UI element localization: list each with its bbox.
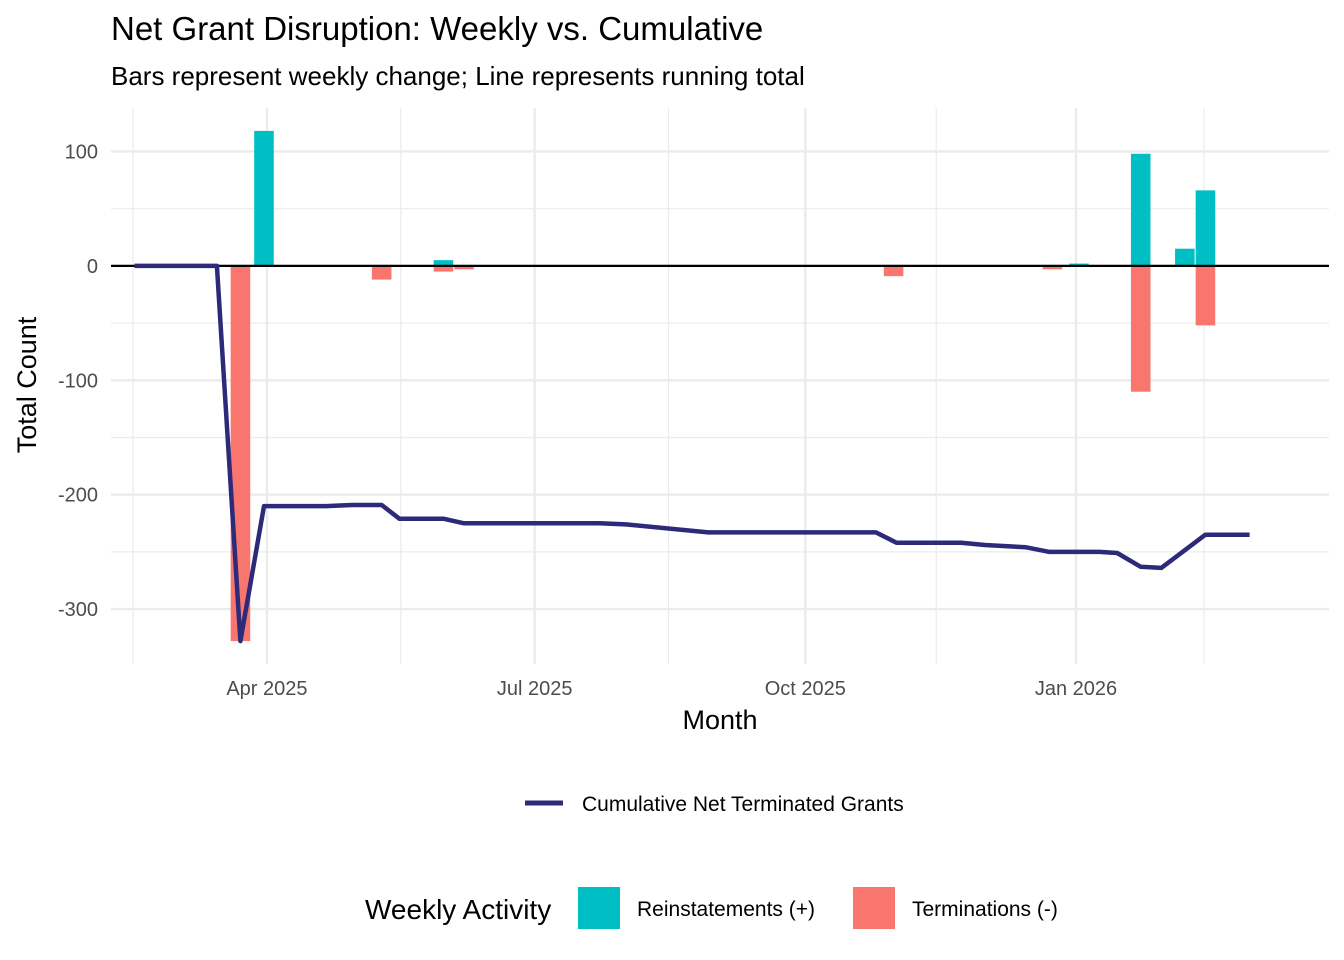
- x-tick-label: Oct 2025: [765, 678, 846, 700]
- legend-bars: Weekly Activity Reinstatements (+) Termi…: [365, 887, 1058, 929]
- bar-terminations: [1042, 265, 1063, 270]
- bar-reinstatements: [433, 260, 454, 266]
- chart-subtitle: Bars represent weekly change; Line repre…: [111, 61, 805, 91]
- y-axis-label: Total Count: [12, 316, 42, 453]
- cumulative-line: [134, 263, 1250, 644]
- bar-reinstatements: [1195, 190, 1216, 266]
- bar-reinstatements: [1130, 153, 1151, 266]
- legend-bars-title: Weekly Activity: [365, 894, 551, 925]
- legend-key-reinstatements: [578, 887, 620, 929]
- bar-reinstatements: [1175, 248, 1195, 266]
- x-tick-label: Apr 2025: [226, 678, 307, 700]
- y-tick-label: 100: [65, 141, 98, 163]
- y-tick-label: -100: [58, 370, 98, 392]
- bar-terminations: [1195, 265, 1216, 326]
- bar-terminations: [230, 265, 251, 642]
- chart-title: Net Grant Disruption: Weekly vs. Cumulat…: [111, 10, 763, 47]
- legend-label-terminations: Terminations (-): [912, 898, 1058, 921]
- x-axis-label: Month: [682, 705, 757, 735]
- y-tick-label: -200: [58, 485, 98, 507]
- bar-reinstatements: [254, 130, 274, 266]
- bar-terminations: [454, 265, 474, 270]
- x-tick-label: Jul 2025: [497, 678, 573, 700]
- bars: [230, 130, 1216, 642]
- y-tick-label: -300: [58, 599, 98, 621]
- bar-terminations: [883, 265, 904, 277]
- legend-label-reinstatements: Reinstatements (+): [637, 898, 815, 921]
- legend-line: Cumulative Net Terminated Grants: [525, 793, 904, 816]
- bar-terminations: [371, 265, 392, 280]
- legend-line-label: Cumulative Net Terminated Grants: [582, 793, 904, 816]
- bar-terminations: [433, 265, 454, 272]
- y-tick-labels: 100 0 -100 -200 -300: [58, 141, 98, 621]
- legend-key-terminations: [853, 887, 895, 929]
- x-tick-label: Jan 2026: [1035, 678, 1117, 700]
- bar-terminations: [1130, 265, 1151, 392]
- x-tick-labels: Apr 2025 Jul 2025 Oct 2025 Jan 2026: [226, 678, 1117, 700]
- grid-minor: [111, 108, 1329, 664]
- y-tick-label: 0: [87, 256, 98, 278]
- bar-reinstatements: [1069, 263, 1089, 266]
